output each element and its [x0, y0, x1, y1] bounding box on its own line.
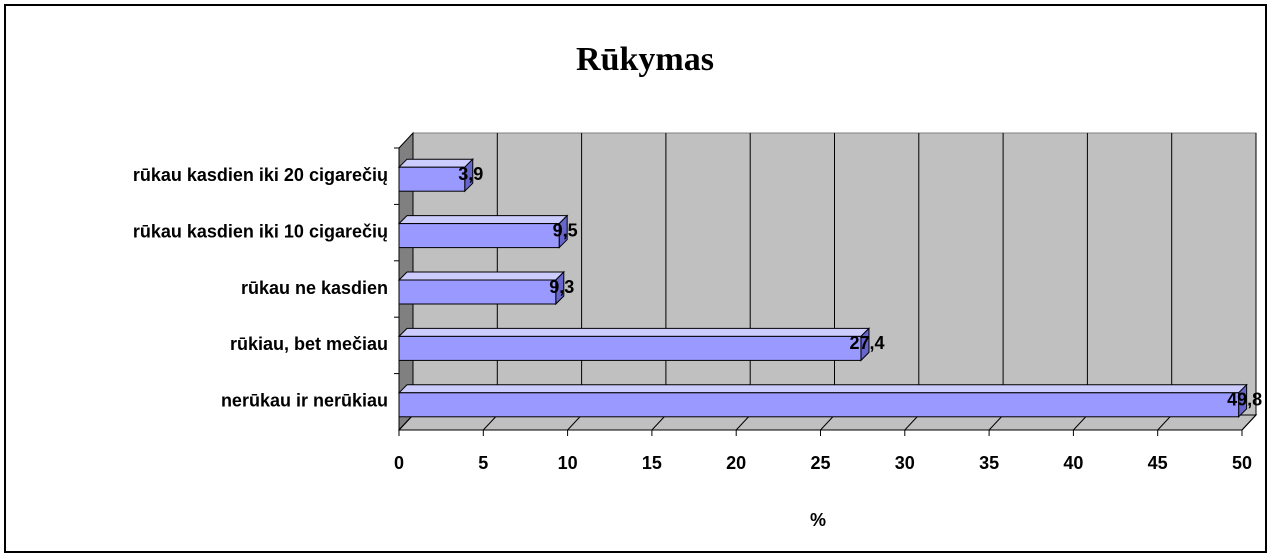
bar	[398, 335, 862, 361]
floor-grid	[904, 414, 920, 431]
bar	[398, 223, 560, 249]
floor-grid	[988, 414, 1004, 431]
bar-top	[397, 384, 1248, 394]
bar-top	[397, 271, 566, 281]
floor-grid	[482, 414, 498, 431]
x-tick-label: 40	[1063, 453, 1083, 473]
bar	[398, 279, 557, 305]
x-axis-label: %	[810, 510, 826, 530]
x-tick-label: 5	[478, 453, 488, 473]
x-tick-label: 10	[558, 453, 578, 473]
bar-top	[397, 327, 871, 337]
x-tick-label: 50	[1232, 453, 1252, 473]
x-tick-label: 25	[810, 453, 830, 473]
y-tick-label: rūkau kasdien iki 20 cigarečių	[133, 165, 388, 185]
value-label: 49,8	[1227, 390, 1262, 410]
x-tick-label: 0	[394, 453, 404, 473]
y-tick-label: rūkau kasdien iki 10 cigarečių	[133, 221, 388, 241]
y-tick-label: rūkau ne kasdien	[241, 278, 388, 298]
value-label: 9,3	[549, 277, 574, 297]
bar-top	[397, 215, 569, 225]
x-tick-label: 35	[979, 453, 999, 473]
floor-grid	[567, 414, 582, 431]
floor-grid	[735, 414, 751, 431]
floor-grid	[1073, 414, 1088, 431]
y-tick-label: nerūkau ir nerūkiau	[221, 391, 388, 411]
floor-grid	[398, 414, 414, 431]
bar	[398, 166, 466, 192]
value-label: 3,9	[458, 164, 483, 184]
floor-grid	[651, 414, 667, 431]
floor-grid	[820, 414, 835, 431]
chart-title: Rūkymas	[576, 41, 714, 78]
x-tick-label: 20	[726, 453, 746, 473]
x-tick-label: 45	[1148, 453, 1168, 473]
value-label: 9,5	[553, 220, 578, 240]
x-tick-label: 30	[895, 453, 915, 473]
x-tick-label: 15	[642, 453, 662, 473]
bar	[398, 392, 1240, 418]
y-tick-label: rūkiau, bet mečiau	[230, 334, 388, 354]
floor-grid	[1241, 414, 1257, 431]
floor-grid	[1157, 414, 1173, 431]
value-label: 27,4	[849, 333, 884, 353]
